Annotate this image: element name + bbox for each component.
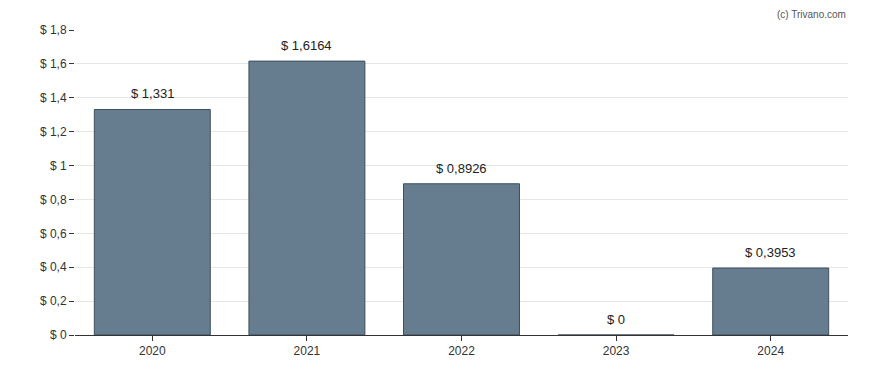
svg-text:$ 1: $ 1 [50,159,67,173]
svg-text:$ 1,4: $ 1,4 [40,91,67,105]
svg-text:$ 1,8: $ 1,8 [40,23,67,37]
svg-text:$ 0: $ 0 [607,312,625,327]
svg-text:$ 0,4: $ 0,4 [40,260,67,274]
svg-text:2024: 2024 [757,344,784,358]
svg-text:$ 0,8: $ 0,8 [40,193,67,207]
svg-text:$ 0: $ 0 [50,328,67,342]
svg-text:$ 0,6: $ 0,6 [40,227,67,241]
svg-text:$ 0,2: $ 0,2 [40,294,67,308]
svg-text:$ 1,2: $ 1,2 [40,125,67,139]
svg-text:$ 0,8926: $ 0,8926 [436,161,487,176]
svg-text:2023: 2023 [603,344,630,358]
svg-text:$ 0,3953: $ 0,3953 [745,245,796,260]
svg-text:2021: 2021 [294,344,321,358]
svg-text:2022: 2022 [448,344,475,358]
svg-text:2020: 2020 [139,344,166,358]
svg-text:$ 1,6: $ 1,6 [40,57,67,71]
svg-text:$ 1,331: $ 1,331 [131,86,174,101]
svg-text:(c) Trivano.com: (c) Trivano.com [777,9,846,20]
svg-text:$ 1,6164: $ 1,6164 [281,38,332,53]
